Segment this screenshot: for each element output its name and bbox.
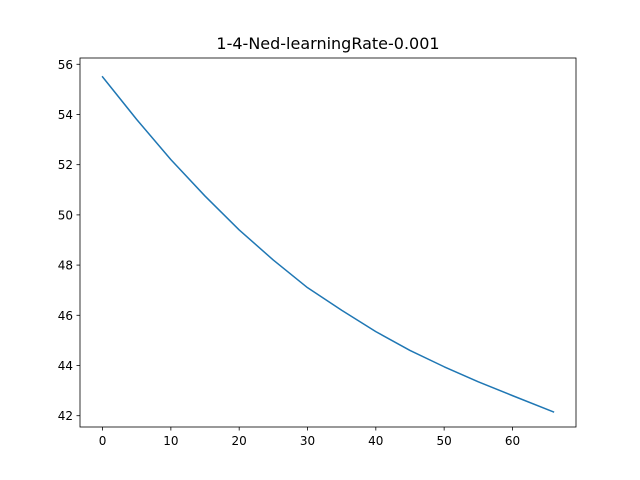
y-tick-label: 56 (58, 58, 73, 72)
x-tick-label: 20 (232, 434, 247, 448)
chart-title: 1-4-Ned-learningRate-0.001 (216, 34, 439, 53)
y-tick-label: 44 (58, 359, 73, 373)
y-tick-label: 50 (58, 208, 73, 222)
plot-area: 0 10 20 30 40 50 60 42 44 46 48 50 52 54 56 (58, 57, 577, 448)
y-tick-label: 42 (58, 409, 73, 423)
x-tick-label: 0 (99, 434, 107, 448)
series-line-0 (101, 75, 555, 413)
x-tick-label: 50 (437, 434, 452, 448)
x-tick-label: 10 (163, 434, 178, 448)
y-tick-label: 48 (58, 259, 73, 273)
x-tick-label: 40 (368, 434, 383, 448)
y-tick-label: 52 (58, 158, 73, 172)
y-tick-label: 46 (58, 309, 73, 323)
x-tick-label: 30 (300, 434, 315, 448)
x-tick-label: 60 (505, 434, 520, 448)
y-tick-label: 54 (58, 108, 73, 122)
axes-frame (79, 57, 577, 428)
